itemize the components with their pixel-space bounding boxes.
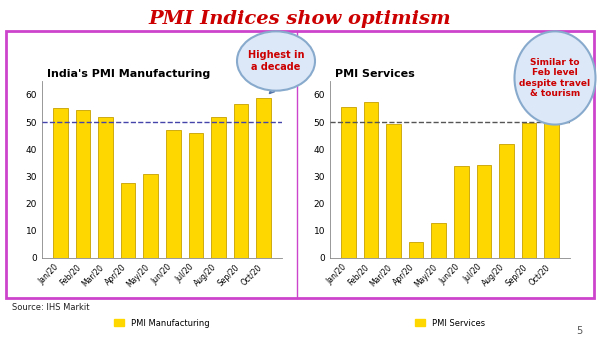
Legend: PMI Manufacturing: PMI Manufacturing xyxy=(115,319,209,327)
Bar xyxy=(211,117,226,258)
Bar xyxy=(522,123,536,258)
Bar xyxy=(98,117,113,258)
Bar xyxy=(76,110,90,258)
Bar xyxy=(409,242,424,258)
Bar xyxy=(364,102,378,258)
Bar xyxy=(476,165,491,258)
Text: 5: 5 xyxy=(576,326,582,336)
Bar xyxy=(188,133,203,258)
Text: Source: IHS Markit: Source: IHS Markit xyxy=(12,303,89,312)
Text: PMI Services: PMI Services xyxy=(335,69,415,79)
Legend: PMI Services: PMI Services xyxy=(415,319,485,327)
Bar xyxy=(121,183,136,258)
Text: India's PMI Manufacturing: India's PMI Manufacturing xyxy=(47,69,210,79)
Text: Similar to
Feb level
despite travel
& tourism: Similar to Feb level despite travel & to… xyxy=(520,58,590,98)
Bar xyxy=(341,107,356,258)
Bar xyxy=(431,223,446,258)
Bar xyxy=(234,104,248,258)
Bar xyxy=(499,144,514,258)
Bar xyxy=(544,111,559,258)
Bar xyxy=(166,129,181,258)
Text: Highest in
a decade: Highest in a decade xyxy=(248,50,304,72)
Text: PMI Indices show optimism: PMI Indices show optimism xyxy=(149,10,451,28)
Bar xyxy=(256,98,271,258)
Bar xyxy=(53,108,68,258)
Bar xyxy=(454,166,469,258)
Bar xyxy=(386,124,401,258)
Bar xyxy=(143,174,158,258)
